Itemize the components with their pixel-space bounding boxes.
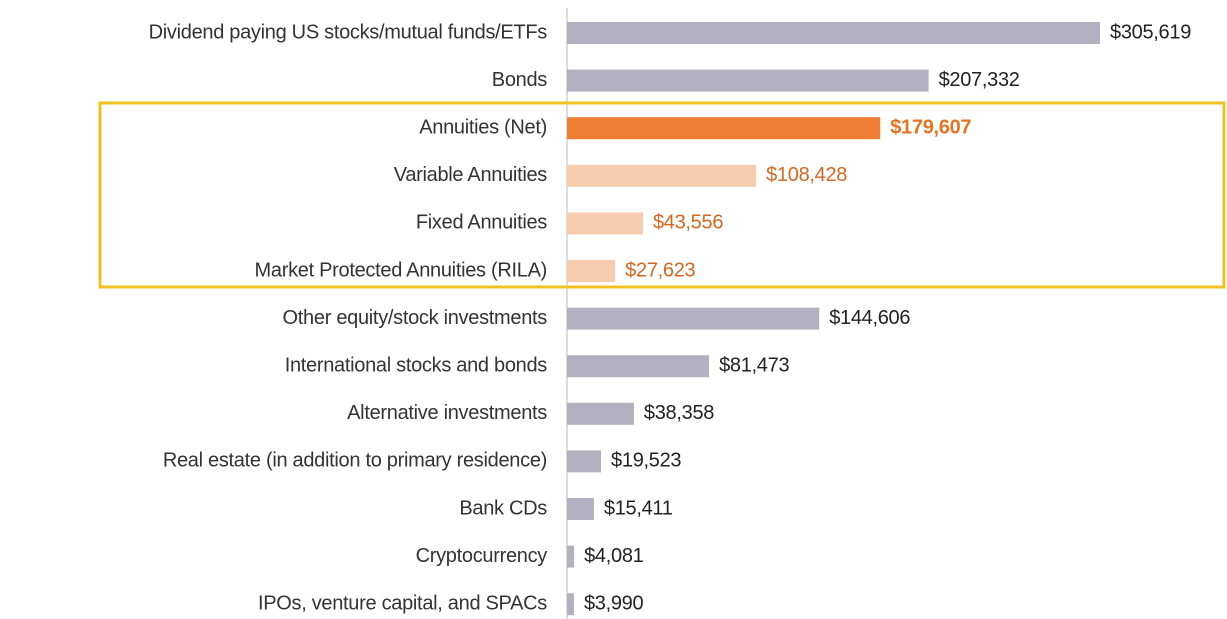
category-label: International stocks and bonds [285, 354, 548, 376]
bar [567, 498, 594, 520]
bar [567, 450, 602, 473]
value-label: $3,990 [584, 592, 644, 614]
value-label: $144,606 [829, 307, 910, 329]
category-label: Alternative investments [347, 402, 547, 424]
value-label: $207,332 [939, 69, 1020, 91]
value-label: $81,473 [719, 354, 789, 376]
value-label: $27,623 [625, 259, 695, 281]
value-label: $4,081 [584, 545, 644, 567]
value-label: $38,358 [644, 402, 714, 424]
category-label: Variable Annuities [394, 164, 548, 186]
bar [567, 355, 710, 378]
category-label: Fixed Annuities [416, 212, 547, 234]
value-label: $15,411 [604, 497, 673, 519]
bar [567, 545, 575, 568]
category-label: Bonds [492, 69, 548, 91]
value-label: $305,619 [1110, 21, 1191, 43]
bar [567, 22, 1100, 44]
category-label: Market Protected Annuities (RILA) [255, 259, 547, 281]
value-label: $179,607 [890, 116, 971, 138]
value-label: $43,556 [653, 212, 723, 234]
bar [567, 260, 616, 282]
category-label: Other equity/stock investments [283, 307, 548, 329]
highlight-box [98, 101, 1226, 289]
category-label: Bank CDs [459, 497, 547, 519]
value-label: $19,523 [611, 450, 681, 472]
category-label: Annuities (Net) [419, 116, 547, 138]
bar [567, 117, 881, 140]
category-label: IPOs, venture capital, and SPACs [258, 592, 547, 614]
category-label: Cryptocurrency [416, 545, 548, 567]
category-label: Real estate (in addition to primary resi… [163, 450, 547, 472]
bar [567, 307, 820, 330]
value-label: $108,428 [766, 164, 847, 186]
category-label: Dividend paying US stocks/mutual funds/E… [149, 21, 548, 43]
bar [567, 212, 643, 235]
bar [567, 164, 757, 187]
bar [567, 69, 929, 92]
bar [567, 593, 574, 616]
bar [567, 402, 634, 425]
